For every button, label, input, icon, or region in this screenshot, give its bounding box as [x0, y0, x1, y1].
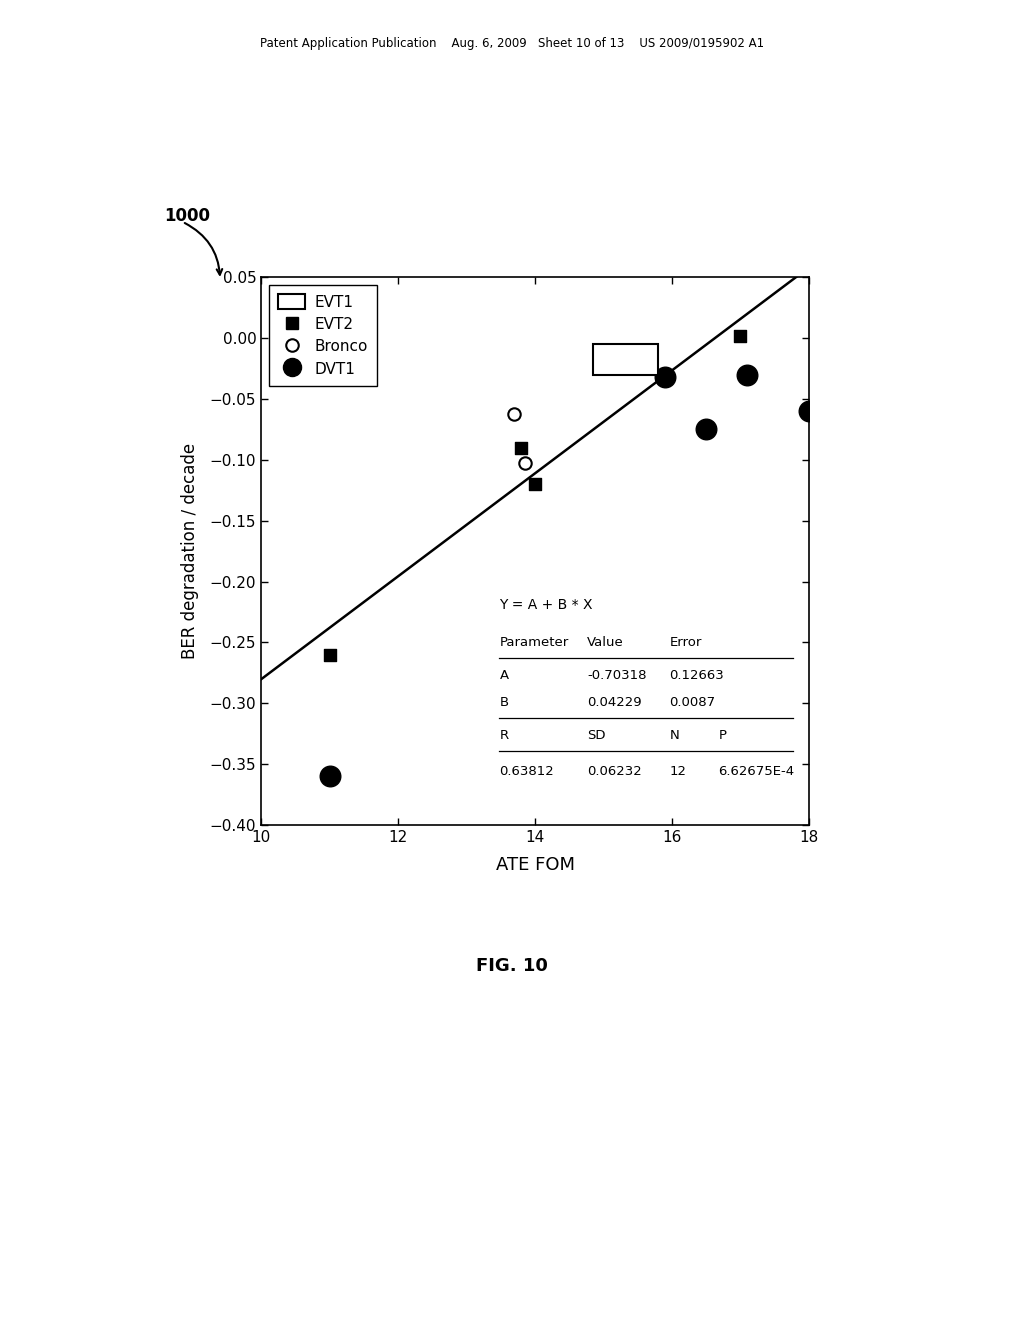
Text: R: R — [500, 729, 509, 742]
Legend: EVT1, EVT2, Bronco, DVT1: EVT1, EVT2, Bronco, DVT1 — [268, 285, 377, 385]
Point — [739, 364, 756, 385]
Point — [526, 474, 543, 495]
Point — [657, 367, 674, 388]
Text: Patent Application Publication    Aug. 6, 2009   Sheet 10 of 13    US 2009/01959: Patent Application Publication Aug. 6, 2… — [260, 37, 764, 50]
Text: -0.70318: -0.70318 — [587, 669, 646, 682]
Text: Parameter: Parameter — [500, 636, 568, 649]
Point — [322, 644, 338, 665]
Text: FIG. 10: FIG. 10 — [476, 957, 548, 975]
Text: SD: SD — [587, 729, 605, 742]
Point — [506, 403, 522, 424]
Point — [516, 453, 532, 474]
X-axis label: ATE FOM: ATE FOM — [496, 855, 574, 874]
Point — [513, 437, 529, 458]
Point — [732, 325, 749, 346]
Y-axis label: BER degradation / decade: BER degradation / decade — [180, 444, 199, 659]
Point — [322, 766, 338, 787]
Text: 12: 12 — [670, 764, 686, 777]
Point — [698, 418, 715, 440]
Point — [801, 400, 817, 421]
Text: 0.04229: 0.04229 — [587, 696, 642, 709]
Text: Error: Error — [670, 636, 701, 649]
Text: 0.0087: 0.0087 — [670, 696, 716, 709]
Text: 6.62675E-4: 6.62675E-4 — [719, 764, 795, 777]
Text: Value: Value — [587, 636, 624, 649]
FancyBboxPatch shape — [593, 345, 658, 375]
Text: Y = A + B * X: Y = A + B * X — [500, 598, 593, 611]
Text: 1000: 1000 — [164, 207, 210, 226]
Text: 0.63812: 0.63812 — [500, 764, 554, 777]
Text: N: N — [670, 729, 679, 742]
Text: P: P — [719, 729, 727, 742]
Text: B: B — [500, 696, 509, 709]
Text: A: A — [500, 669, 509, 682]
Text: 0.12663: 0.12663 — [670, 669, 724, 682]
Text: 0.06232: 0.06232 — [587, 764, 642, 777]
